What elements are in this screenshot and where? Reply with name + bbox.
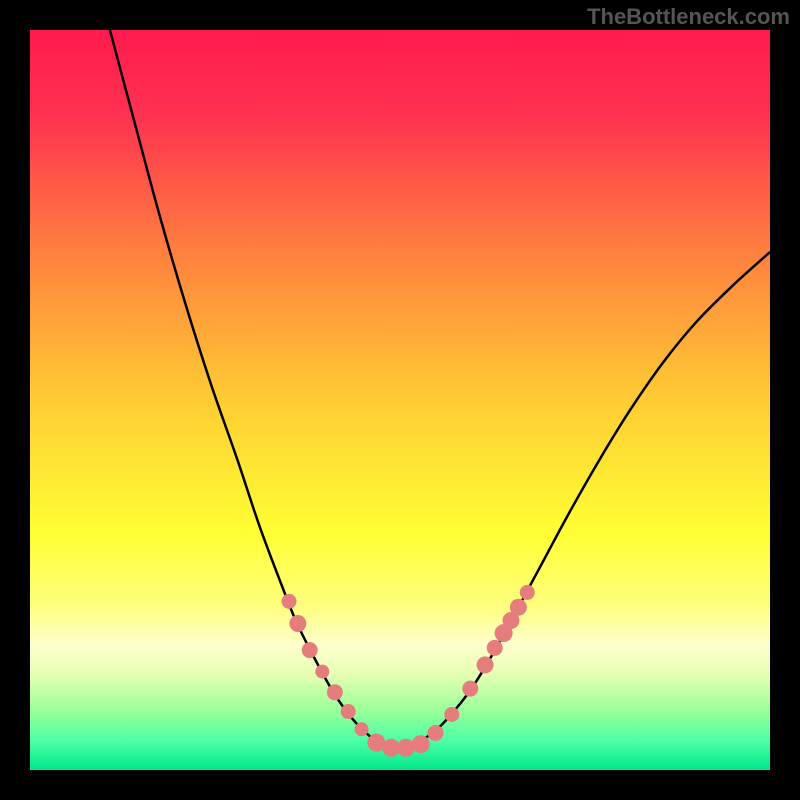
data-marker [341,704,356,719]
data-marker [477,656,494,673]
data-marker [487,640,503,656]
data-marker [282,594,297,609]
data-marker [510,599,527,616]
bottleneck-chart [0,0,800,800]
data-marker [315,665,329,679]
data-marker [355,722,369,736]
data-marker [444,707,459,722]
data-marker [302,642,318,658]
watermark-text: TheBottleneck.com [587,4,790,30]
data-marker [289,615,306,632]
data-marker [412,735,430,753]
data-marker [520,585,535,600]
data-marker [462,681,478,697]
chart-container: TheBottleneck.com [0,0,800,800]
data-marker [428,725,444,741]
data-marker [327,684,343,700]
plot-background [30,30,770,770]
